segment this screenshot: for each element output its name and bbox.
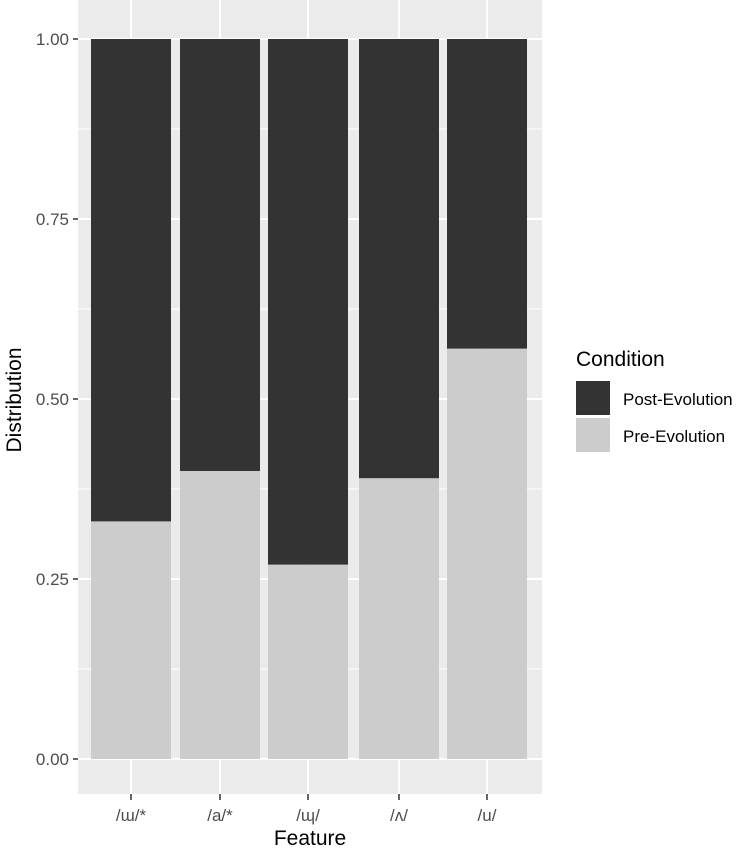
x-axis-title: Feature [274,827,346,850]
bar-pre-evolution [359,478,439,759]
x-tick-label: /ɰ/ [296,806,320,825]
bar-post-evolution [91,39,171,522]
bar-pre-evolution [180,471,260,759]
bar-post-evolution [180,39,260,471]
bar-pre-evolution [91,521,171,759]
y-axis-ticks: 0.00 0.25 0.50 0.75 1.00 [36,30,78,769]
y-tick-label: 0.25 [36,570,69,589]
y-axis-title: Distribution [3,347,26,452]
x-tick-label: /ɯ/* [116,806,147,825]
y-tick-label: 0.50 [36,390,69,409]
legend-label-post-evolution: Post-Evolution [623,390,733,409]
y-tick-label: 1.00 [36,30,69,49]
legend-label-pre-evolution: Pre-Evolution [623,427,725,446]
legend-swatch-post-evolution [576,381,610,415]
bar-post-evolution [268,39,348,565]
y-tick-label: 0.75 [36,210,69,229]
bar-post-evolution [359,39,439,479]
bar-post-evolution [447,39,527,349]
y-tick-label: 0.00 [36,750,69,769]
legend-title: Condition [576,348,665,371]
bars [91,39,527,759]
x-axis-ticks: /ɯ/* /a/* /ɰ/ /ʌ/ /u/ [116,794,497,825]
x-tick-label: /a/* [207,806,233,825]
bar-pre-evolution [447,348,527,759]
legend-swatch-pre-evolution [576,418,610,452]
x-tick-label: /ʌ/ [390,806,408,825]
legend: Condition Post-Evolution Pre-Evolution [576,348,733,452]
bar-pre-evolution [268,564,348,759]
x-tick-label: /u/ [478,806,497,825]
